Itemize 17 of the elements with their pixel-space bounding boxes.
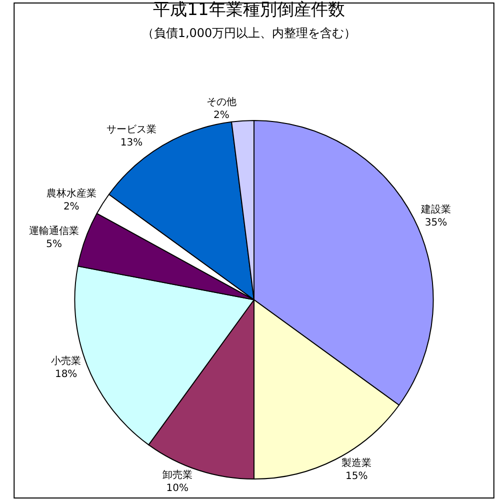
data-label: 2% (63, 202, 80, 213)
slice-label: サービス業 (106, 124, 156, 136)
slice-label: 運輸通信業 (29, 225, 80, 238)
slice-label: 製造業 (342, 456, 372, 469)
slice-label: 卸売業 (162, 469, 192, 482)
chart-subtitle: （負債1,000万円以上、内整理を含む） (142, 26, 356, 40)
data-label: 15% (346, 470, 368, 482)
slice-label: その他 (206, 96, 236, 108)
slice-label: 農林水産業 (46, 188, 96, 200)
data-label: 13% (120, 138, 143, 149)
data-label: 2% (214, 110, 230, 121)
slice-label: 小売業 (51, 354, 82, 367)
slice-label: 建設業 (420, 203, 451, 216)
data-label: 35% (424, 217, 448, 228)
data-label: 18% (54, 368, 78, 380)
data-label: 5% (46, 239, 62, 250)
data-label: 10% (166, 483, 188, 494)
